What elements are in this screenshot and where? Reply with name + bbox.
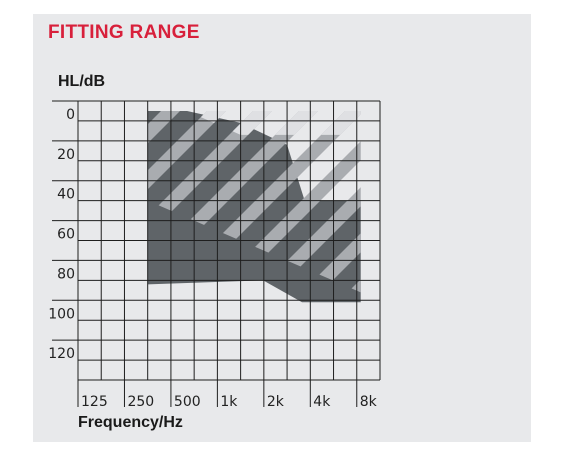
hatch-stripe bbox=[147, 110, 283, 293]
hatch-stripe bbox=[194, 110, 361, 293]
x-tick-label: 1k bbox=[220, 394, 238, 410]
y-tick-label: 60 bbox=[57, 227, 75, 243]
y-tick-label: 100 bbox=[48, 306, 75, 322]
hatch-stripe bbox=[470, 100, 564, 400]
hatch-stripe bbox=[378, 100, 564, 400]
hatch-stripe bbox=[332, 110, 361, 135]
chart-title: FITTING RANGE bbox=[48, 22, 200, 43]
hatch-stripe bbox=[516, 100, 564, 400]
y-tick-labels: 0 20 40 60 80 100 120 bbox=[48, 107, 75, 362]
chart-grid bbox=[52, 100, 381, 407]
hatch-stripe bbox=[332, 110, 361, 293]
hatch-stripe bbox=[148, 110, 361, 293]
x-tick-label: 2k bbox=[267, 394, 285, 410]
x-tick-label: 500 bbox=[174, 394, 201, 410]
hatch-stripe bbox=[424, 100, 564, 400]
y-tick-label: 0 bbox=[66, 107, 75, 123]
y-axis-label: HL/dB bbox=[58, 73, 106, 90]
hatch-stripe bbox=[378, 100, 564, 400]
x-tick-label: 4k bbox=[313, 394, 331, 410]
hatch-stripe bbox=[424, 100, 564, 400]
x-tick-label: 125 bbox=[81, 394, 108, 410]
hatch-stripe bbox=[516, 100, 564, 400]
x-tick-label: 8k bbox=[360, 394, 378, 410]
y-tick-label: 40 bbox=[57, 187, 75, 203]
x-tick-labels: 125 250 500 1k 2k 4k 8k bbox=[81, 394, 378, 410]
x-tick-label: 250 bbox=[127, 394, 154, 410]
y-tick-label: 120 bbox=[48, 346, 75, 362]
hatch-stripe bbox=[470, 100, 564, 400]
y-tick-label: 20 bbox=[57, 147, 75, 163]
y-tick-label: 80 bbox=[57, 266, 75, 282]
x-axis-label: Frequency/Hz bbox=[78, 414, 183, 431]
hatch-stripe bbox=[147, 110, 237, 293]
